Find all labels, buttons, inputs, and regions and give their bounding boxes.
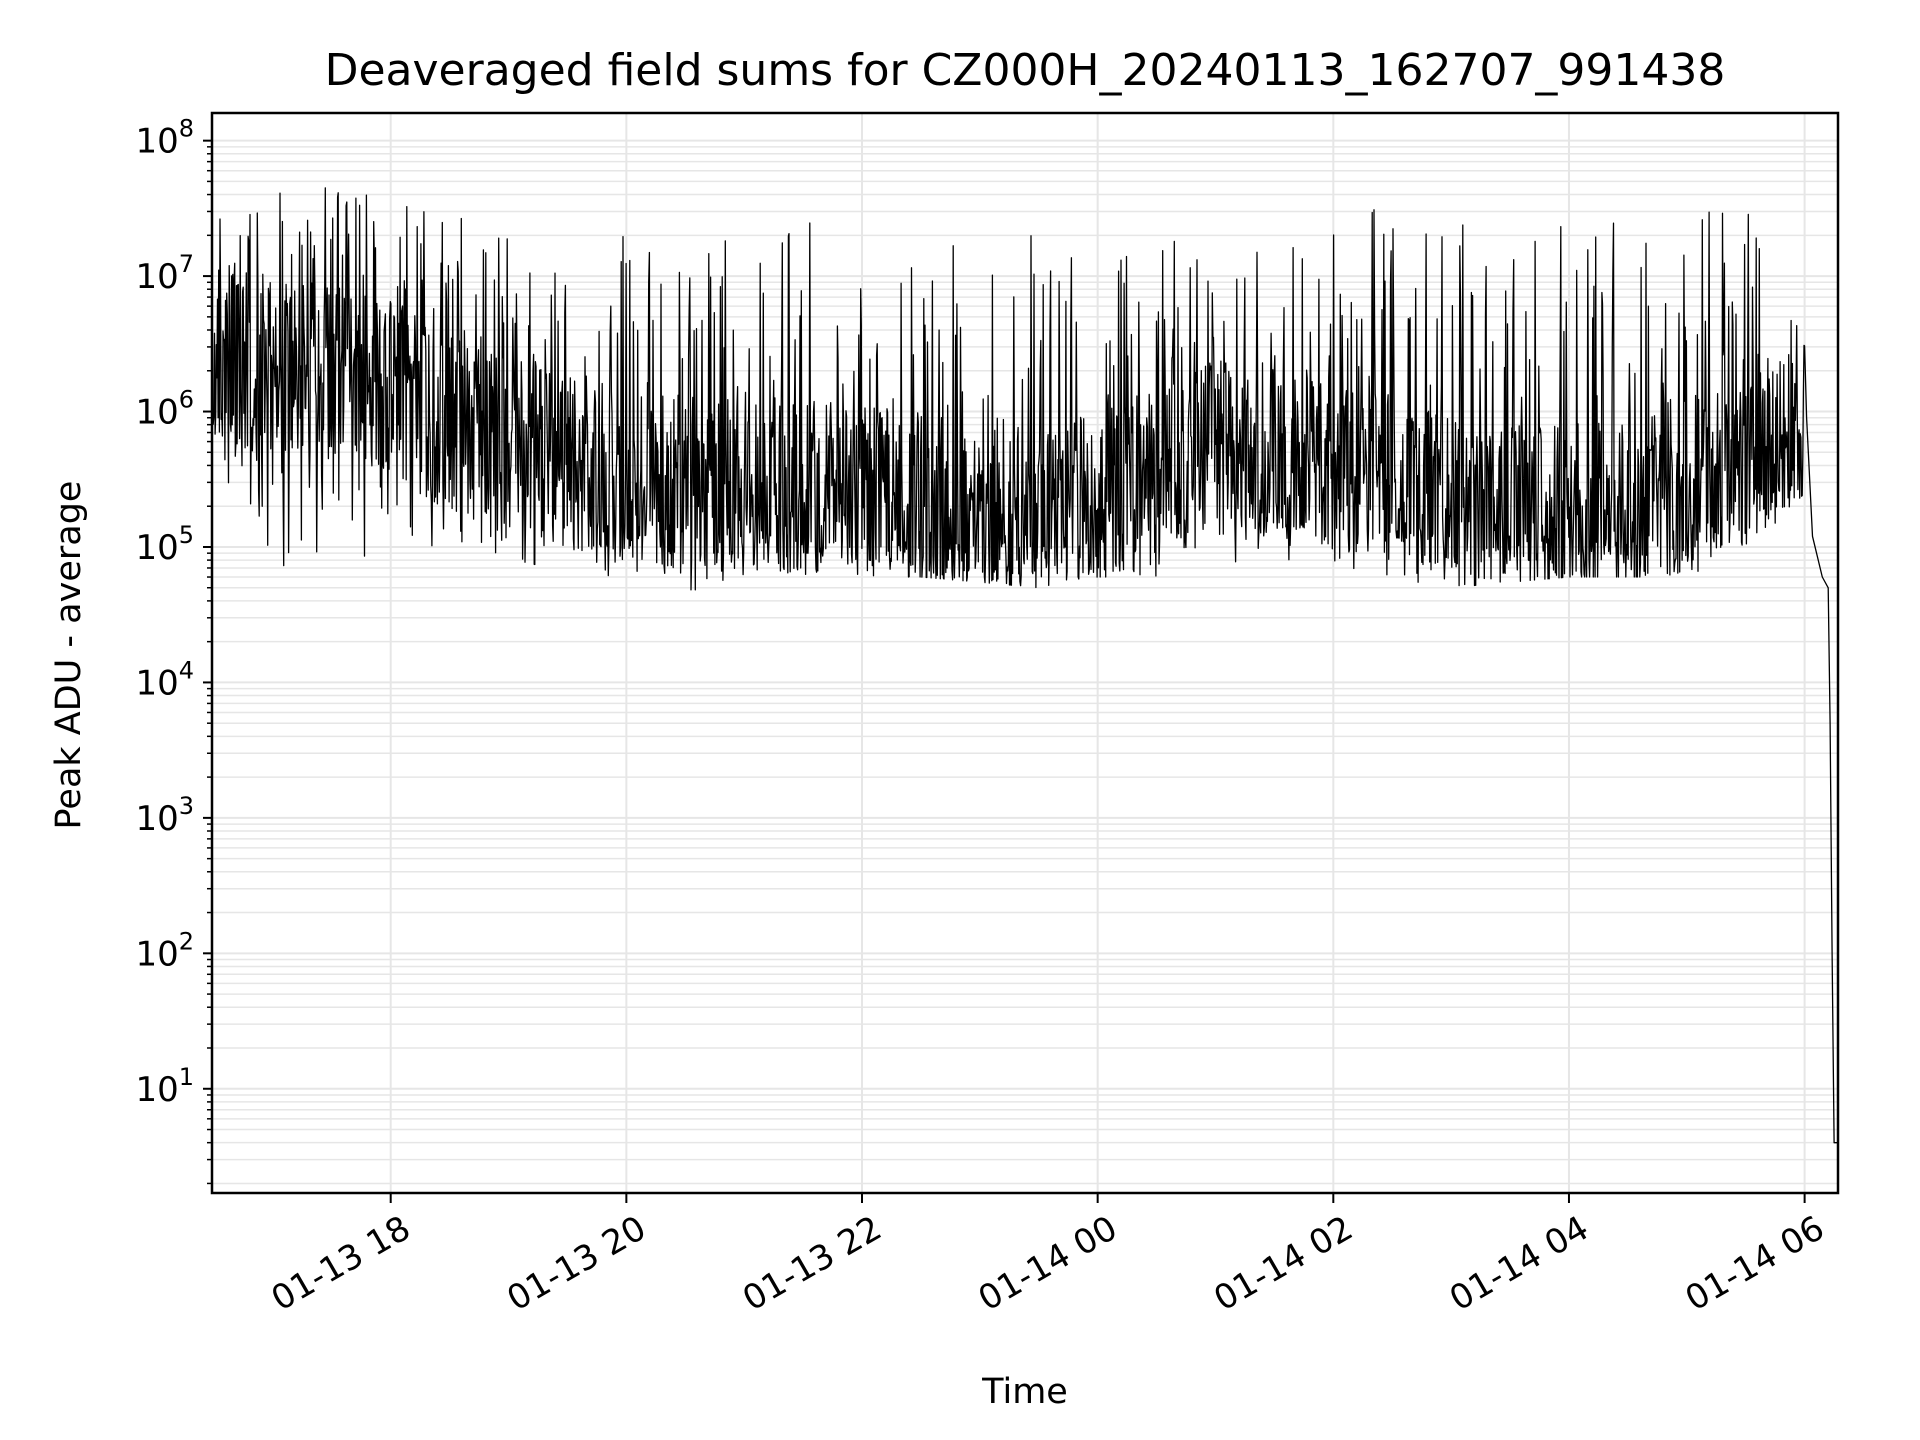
y-tick-label: 105	[135, 521, 194, 568]
y-tick-label: 102	[135, 927, 194, 974]
series-line	[211, 187, 1838, 1144]
y-axis-label: Peak ADU - average	[49, 481, 89, 830]
x-tick-label: 01-14 02	[1207, 1208, 1359, 1319]
x-tick-label: 01-14 00	[972, 1208, 1124, 1319]
y-tick-label: 104	[135, 656, 194, 703]
x-tick-label: 01-13 20	[500, 1208, 652, 1319]
x-axis: 01-13 18 01-13 20 01-13 22 01-14 00 01-14 02…	[265, 1193, 1831, 1319]
x-tick-label: 01-14 04	[1443, 1208, 1595, 1319]
chart-title: Deaveraged field sums for CZ000H_2024011…	[325, 45, 1726, 96]
plot-frame	[210, 111, 1840, 1195]
y-tick-label: 107	[135, 250, 194, 297]
y-tick-label: 106	[135, 386, 194, 433]
x-axis-label: Time	[981, 1372, 1068, 1412]
grid-lines	[212, 113, 1838, 1193]
y-tick-label: 108	[135, 115, 194, 162]
x-tick-label: 01-13 18	[265, 1208, 417, 1319]
x-tick-label: 01-14 06	[1679, 1208, 1831, 1319]
series-group	[211, 187, 1838, 1144]
x-tick-label: 01-13 22	[736, 1208, 888, 1319]
y-axis: 101 102 103 104 105 106 107 108	[135, 115, 212, 1185]
y-tick-label: 103	[135, 792, 194, 839]
y-tick-label: 101	[135, 1063, 194, 1110]
